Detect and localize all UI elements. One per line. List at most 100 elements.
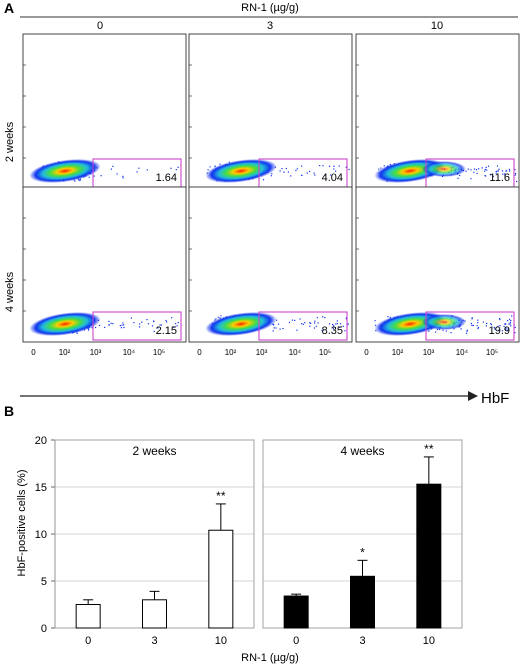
bar [75,604,101,629]
event-dot [136,171,138,173]
flow-plot-r1-c0: 2.15 0 10² 10³ 10⁴ 10⁵ [22,186,187,357]
event-dot [477,326,480,329]
flow-plot-r0-c1: 4.04010²10³10⁴10⁵ [188,33,353,204]
event-dot [122,177,124,179]
event-dot [499,319,501,321]
event-dot [471,318,473,320]
event-dot [445,330,447,332]
density-blob [29,159,101,183]
event-dot [272,330,274,332]
event-dot [470,169,472,171]
event-dot [478,168,480,170]
event-dot [112,323,114,325]
event-dot [504,174,506,176]
y-tick-label: 5 [41,576,47,588]
x-tick-label: 10³ [256,348,268,357]
event-dot [501,330,504,332]
event-dot [217,316,219,318]
event-dot [290,175,292,177]
density-blob-secondary [422,314,466,330]
event-dot [123,324,125,326]
event-dot [486,322,488,324]
event-dot [383,165,385,167]
event-dot [342,325,344,327]
event-dot [514,332,516,334]
event-dot [314,174,316,176]
event-dot [165,319,167,322]
event-dot [110,168,112,170]
x-tick-label: 10³ [423,348,435,357]
event-dot [471,324,473,326]
event-dot [466,330,468,332]
bar [283,595,309,629]
event-dot [220,315,222,317]
event-dot [166,321,168,323]
hbf-arrowhead [468,391,478,401]
event-dot [505,170,507,172]
x-tick-label: 10⁴ [456,348,469,357]
event-dot [515,172,517,175]
event-dot [146,319,148,321]
y-tick-label: 20 [35,435,47,447]
event-dot [329,323,331,325]
event-dot [98,324,101,326]
event-dot [277,323,280,325]
event-dot [313,327,316,329]
event-dot [301,174,303,176]
event-dot [324,317,326,319]
flow-plot-r1-c1: 8.35 0 10² 10³ 10⁴ 10⁵ [188,186,353,357]
event-dot [283,171,285,173]
flow-plot-r0-c0: 1.64010²10³10⁴10⁵ [22,33,187,204]
event-dot [473,168,476,170]
event-dot [214,165,216,167]
event-dot [475,169,478,171]
category-label: 0 [85,635,91,647]
gate-percentage: 11.6 [489,172,510,184]
event-dot [333,168,335,170]
event-dot [496,165,499,167]
event-dot [457,177,459,179]
bar [350,575,375,629]
event-dot [175,169,177,171]
density-blob [29,312,101,336]
event-dot [271,173,273,175]
flow-plot-r0-c2: 11.6010²10³10⁴10⁵ [355,33,520,204]
event-dot [177,166,179,168]
event-dot [339,323,342,325]
event-dot [108,324,110,326]
event-dot [296,329,298,331]
event-dot [133,322,135,324]
event-dot [141,321,143,323]
event-dot [100,175,102,177]
event-dot [322,165,324,167]
event-dot [302,323,304,325]
event-dot [336,323,338,325]
event-dot [122,322,124,324]
event-dot [484,170,486,172]
event-dot [310,322,312,324]
x-tick-label: 10⁵ [486,348,498,357]
event-dot [336,320,338,322]
event-dot [291,319,294,321]
event-dot [472,324,474,327]
density-blob-secondary [422,161,466,177]
event-dot [473,171,475,173]
event-dot [304,322,306,324]
event-dot [484,168,486,171]
event-dot [282,327,284,330]
event-dot [330,174,332,176]
event-dot [209,166,211,168]
event-dot [490,324,493,326]
x-tick-label: 10² [392,348,404,357]
event-dot [147,323,150,325]
event-dot [489,173,491,176]
event-dot [159,324,161,326]
event-dot [506,330,508,332]
event-dot [112,165,114,167]
event-dot [503,325,505,327]
row-label-2-weeks: 2 weeks [4,121,16,162]
flow-plots: 1.64010²10³10⁴10⁵4.04010²10³10⁴10⁵11.601… [22,33,520,357]
event-dot [332,327,334,329]
category-label: 10 [423,635,435,647]
